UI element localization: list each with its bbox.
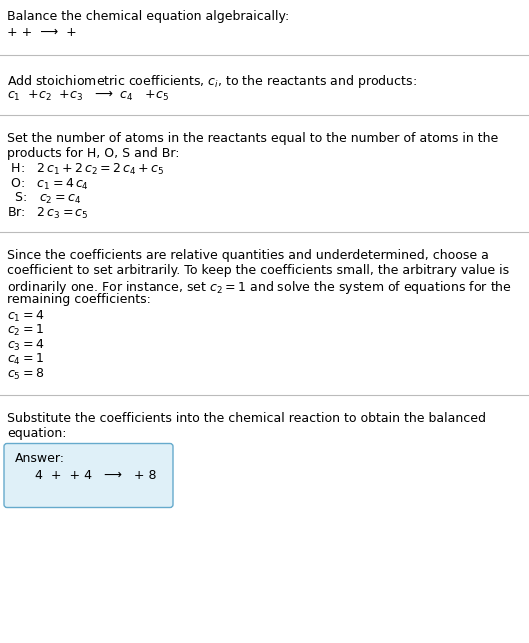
FancyBboxPatch shape: [4, 444, 173, 507]
Text: $c_2 = 1$: $c_2 = 1$: [7, 323, 44, 338]
Text: H:   $2\,c_1 + 2\,c_2 = 2\,c_4 + c_5$: H: $2\,c_1 + 2\,c_2 = 2\,c_4 + c_5$: [7, 162, 165, 177]
Text: coefficient to set arbitrarily. To keep the coefficients small, the arbitrary va: coefficient to set arbitrarily. To keep …: [7, 264, 509, 277]
Text: Br:   $2\,c_3 = c_5$: Br: $2\,c_3 = c_5$: [7, 206, 89, 221]
Text: 4  +  + 4   ⟶   + 8: 4 + + 4 ⟶ + 8: [35, 469, 157, 482]
Text: $c_1 = 4$: $c_1 = 4$: [7, 309, 44, 323]
Text: equation:: equation:: [7, 427, 67, 440]
Text: Since the coefficients are relative quantities and underdetermined, choose a: Since the coefficients are relative quan…: [7, 249, 489, 262]
Text: Answer:: Answer:: [15, 451, 65, 464]
Text: remaining coefficients:: remaining coefficients:: [7, 293, 151, 306]
Text: + +  ⟶  +: + + ⟶ +: [7, 26, 77, 39]
Text: $c_1$  +$c_2$  +$c_3$   ⟶  $c_4$   +$c_5$: $c_1$ +$c_2$ +$c_3$ ⟶ $c_4$ +$c_5$: [7, 89, 169, 103]
Text: $c_3 = 4$: $c_3 = 4$: [7, 338, 44, 352]
Text: $c_5 = 8$: $c_5 = 8$: [7, 367, 44, 381]
Text: Substitute the coefficients into the chemical reaction to obtain the balanced: Substitute the coefficients into the che…: [7, 413, 486, 426]
Text: Set the number of atoms in the reactants equal to the number of atoms in the: Set the number of atoms in the reactants…: [7, 132, 498, 145]
Text: Add stoichiometric coefficients, $c_i$, to the reactants and products:: Add stoichiometric coefficients, $c_i$, …: [7, 73, 417, 89]
Text: O:   $c_1 = 4\,c_4$: O: $c_1 = 4\,c_4$: [7, 176, 89, 192]
Text: S:   $c_2 = c_4$: S: $c_2 = c_4$: [7, 191, 81, 206]
Text: Balance the chemical equation algebraically:: Balance the chemical equation algebraica…: [7, 10, 289, 23]
Text: ordinarily one. For instance, set $c_2 = 1$ and solve the system of equations fo: ordinarily one. For instance, set $c_2 =…: [7, 278, 512, 296]
Text: products for H, O, S and Br:: products for H, O, S and Br:: [7, 147, 179, 159]
Text: $c_4 = 1$: $c_4 = 1$: [7, 352, 44, 367]
